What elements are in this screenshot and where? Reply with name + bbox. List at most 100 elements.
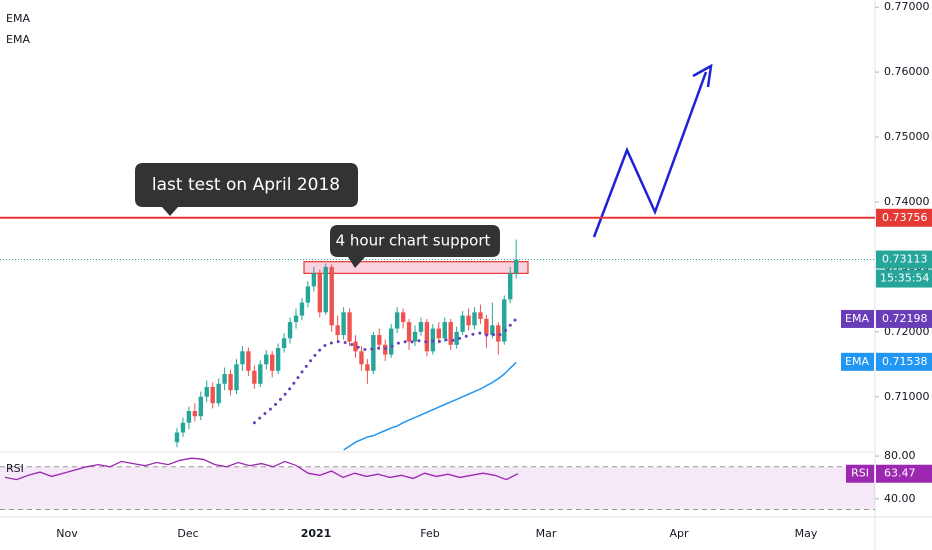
ema-badge-label: 0.72198	[882, 312, 928, 325]
x-tick-label: May	[795, 527, 818, 540]
support-zone	[303, 261, 529, 274]
rsi-badge	[876, 464, 932, 483]
rsi-tick-label: 40.00	[884, 492, 916, 505]
price-badge-label: 0.73756	[882, 211, 928, 224]
annotation-bubble	[135, 163, 358, 216]
candle-body	[180, 422, 186, 433]
rsi-name: RSI	[851, 467, 869, 480]
x-tick-label: Nov	[56, 527, 78, 540]
candle-body	[353, 341, 358, 352]
candle-body	[424, 322, 430, 352]
candle-body	[466, 315, 471, 326]
candle-body	[287, 322, 293, 339]
candle-body	[228, 374, 233, 391]
candle-body	[454, 331, 459, 345]
y-tick-label: 0.75000	[884, 130, 930, 143]
x-tick-label: Mar	[536, 527, 557, 540]
candle-body	[252, 370, 257, 384]
candle-body	[204, 387, 209, 397]
candle-body	[275, 348, 281, 371]
candle-body	[240, 351, 245, 365]
rsi-badge-label: 63.47	[884, 467, 916, 480]
candle-body	[216, 383, 221, 404]
projection-arrow	[592, 71, 708, 238]
candle-body	[371, 335, 376, 371]
candle-body	[502, 299, 507, 342]
y-tick-label: 0.76000	[884, 65, 930, 78]
candle-body	[264, 354, 269, 365]
candle-body	[394, 312, 400, 329]
candle-body	[234, 364, 239, 391]
candle-body	[490, 325, 495, 336]
candle-body	[341, 312, 346, 336]
annotation: last test on April 2018	[152, 175, 340, 195]
candle-body	[317, 273, 322, 313]
legend-entry: EMA	[6, 12, 30, 25]
candle-body	[436, 328, 441, 339]
candle-body	[442, 322, 447, 339]
candle-body	[406, 322, 412, 342]
candle-body	[192, 411, 198, 417]
candle-body	[222, 374, 227, 384]
candle-body	[412, 331, 418, 342]
candle-body	[198, 396, 203, 417]
candle-body	[389, 328, 394, 355]
candle-body	[508, 273, 513, 300]
candle-body	[365, 364, 370, 371]
pane-title: RSI	[6, 462, 24, 475]
ema-name: EMA	[845, 312, 869, 325]
candle-body	[311, 273, 317, 287]
candle-body	[293, 315, 299, 323]
ema-badge	[876, 309, 932, 328]
x-tick-label: Apr	[669, 527, 689, 540]
y-tick-label: 0.72000	[884, 325, 930, 338]
candle-body	[323, 266, 328, 313]
candle-body	[329, 266, 334, 326]
ema-badge-label: 0.71538	[882, 355, 928, 368]
candle-body	[270, 354, 275, 371]
rsi-band	[0, 466, 875, 510]
ema-line	[252, 317, 518, 425]
candle-body	[174, 432, 180, 443]
y-tick-label: 0.71000	[884, 390, 930, 403]
rsi-name-badge	[846, 464, 874, 483]
y-tick-label: 0.77000	[884, 0, 930, 13]
candle-body	[496, 325, 501, 342]
countdown: 15:35:54	[880, 272, 929, 285]
annotation: 4 hour chart support	[336, 232, 491, 250]
price-badge-label: 0.73113	[882, 253, 928, 266]
candle-body	[347, 312, 352, 342]
candle-body	[281, 338, 287, 349]
x-tick-label: Dec	[177, 527, 198, 540]
candle-body	[258, 364, 263, 384]
candle-body	[478, 312, 483, 319]
rsi-tick-label: 80.00	[884, 449, 916, 462]
candle-body	[210, 387, 215, 404]
x-tick-label: 2021	[301, 527, 332, 540]
price-badge	[876, 208, 932, 227]
ema-name-badge	[841, 309, 874, 328]
y-tick-label: 0.74000	[884, 195, 930, 208]
countdown-badge	[876, 269, 932, 288]
legend-entry: EMA	[6, 33, 30, 46]
candle-body	[418, 322, 424, 332]
candle-body	[513, 259, 519, 274]
candle-body	[448, 322, 453, 345]
candle-body	[484, 318, 489, 336]
rsi-line	[4, 457, 519, 481]
candle-body	[186, 411, 192, 423]
candle-body	[246, 351, 251, 371]
ema-name: EMA	[845, 355, 869, 368]
candle-body	[305, 286, 311, 303]
price-badge	[876, 250, 932, 269]
candle-body	[400, 312, 406, 323]
candle-body	[359, 351, 364, 365]
arrow-head	[692, 63, 713, 88]
candle-body	[299, 302, 305, 316]
candle-body	[335, 325, 340, 336]
candle-body	[460, 315, 465, 332]
annotation-bubble	[330, 225, 500, 268]
